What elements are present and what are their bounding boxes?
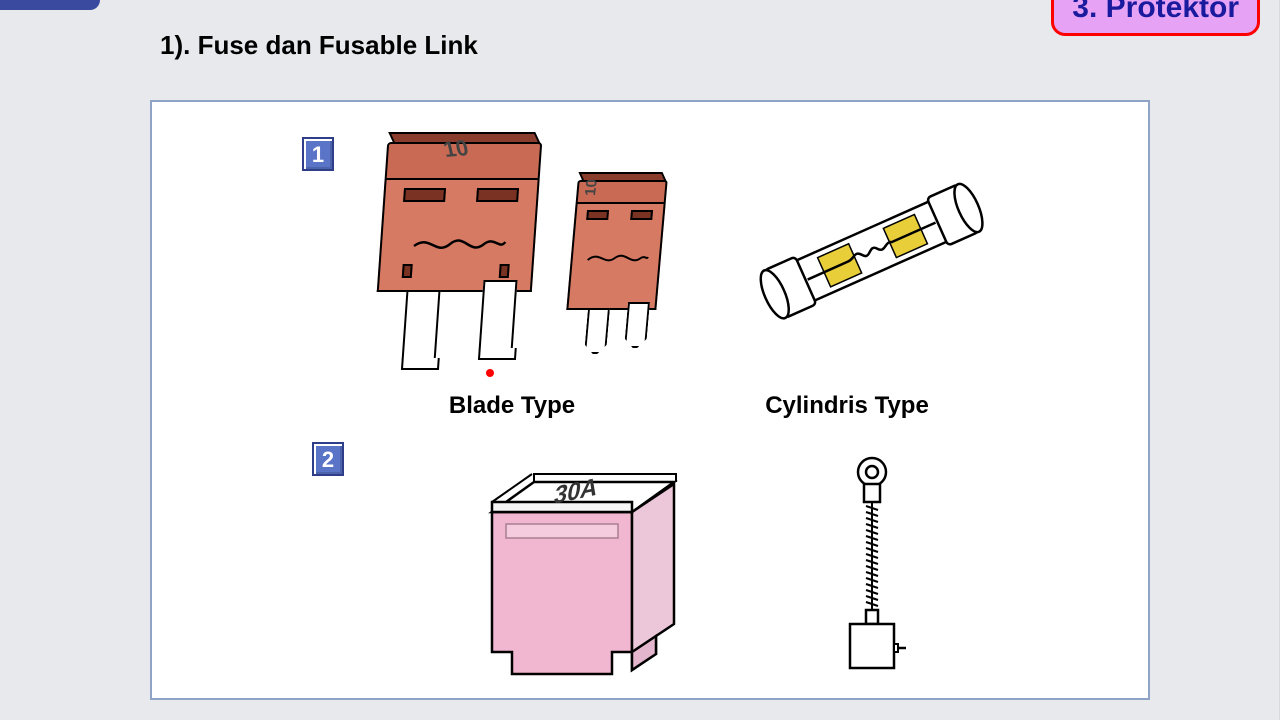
blade-fuse-small: 10 xyxy=(572,180,662,355)
blade-small-filament-icon xyxy=(586,250,649,266)
cartridge-fuse: 30A xyxy=(452,452,692,682)
section-marker-2: 2 xyxy=(312,442,344,476)
diagram-frame: 1 10 xyxy=(150,100,1150,700)
topbar xyxy=(0,0,100,10)
section-title: 1). Fuse dan Fusable Link xyxy=(160,30,478,61)
blade-small-rating: 10 xyxy=(582,179,601,196)
section-marker-1: 1 xyxy=(302,137,334,171)
diagram-section-2: 2 30A xyxy=(182,432,1118,692)
caption-blade: Blade Type xyxy=(412,392,612,420)
blade-fuse-large: 10 xyxy=(382,142,537,362)
cylindrical-fuse xyxy=(742,177,1002,327)
pointer-dot xyxy=(486,369,494,377)
blade-filament-icon xyxy=(411,234,507,254)
caption-cylindrical: Cylindris Type xyxy=(727,392,967,420)
fusible-wire-link xyxy=(822,452,922,682)
corner-label-text: 3. Protektor xyxy=(1072,0,1239,24)
corner-label-box: 3. Protektor xyxy=(1051,0,1260,36)
diagram-section-1: 1 10 xyxy=(182,122,1118,432)
page: 3. Protektor 1). Fuse dan Fusable Link 1… xyxy=(0,0,1280,720)
